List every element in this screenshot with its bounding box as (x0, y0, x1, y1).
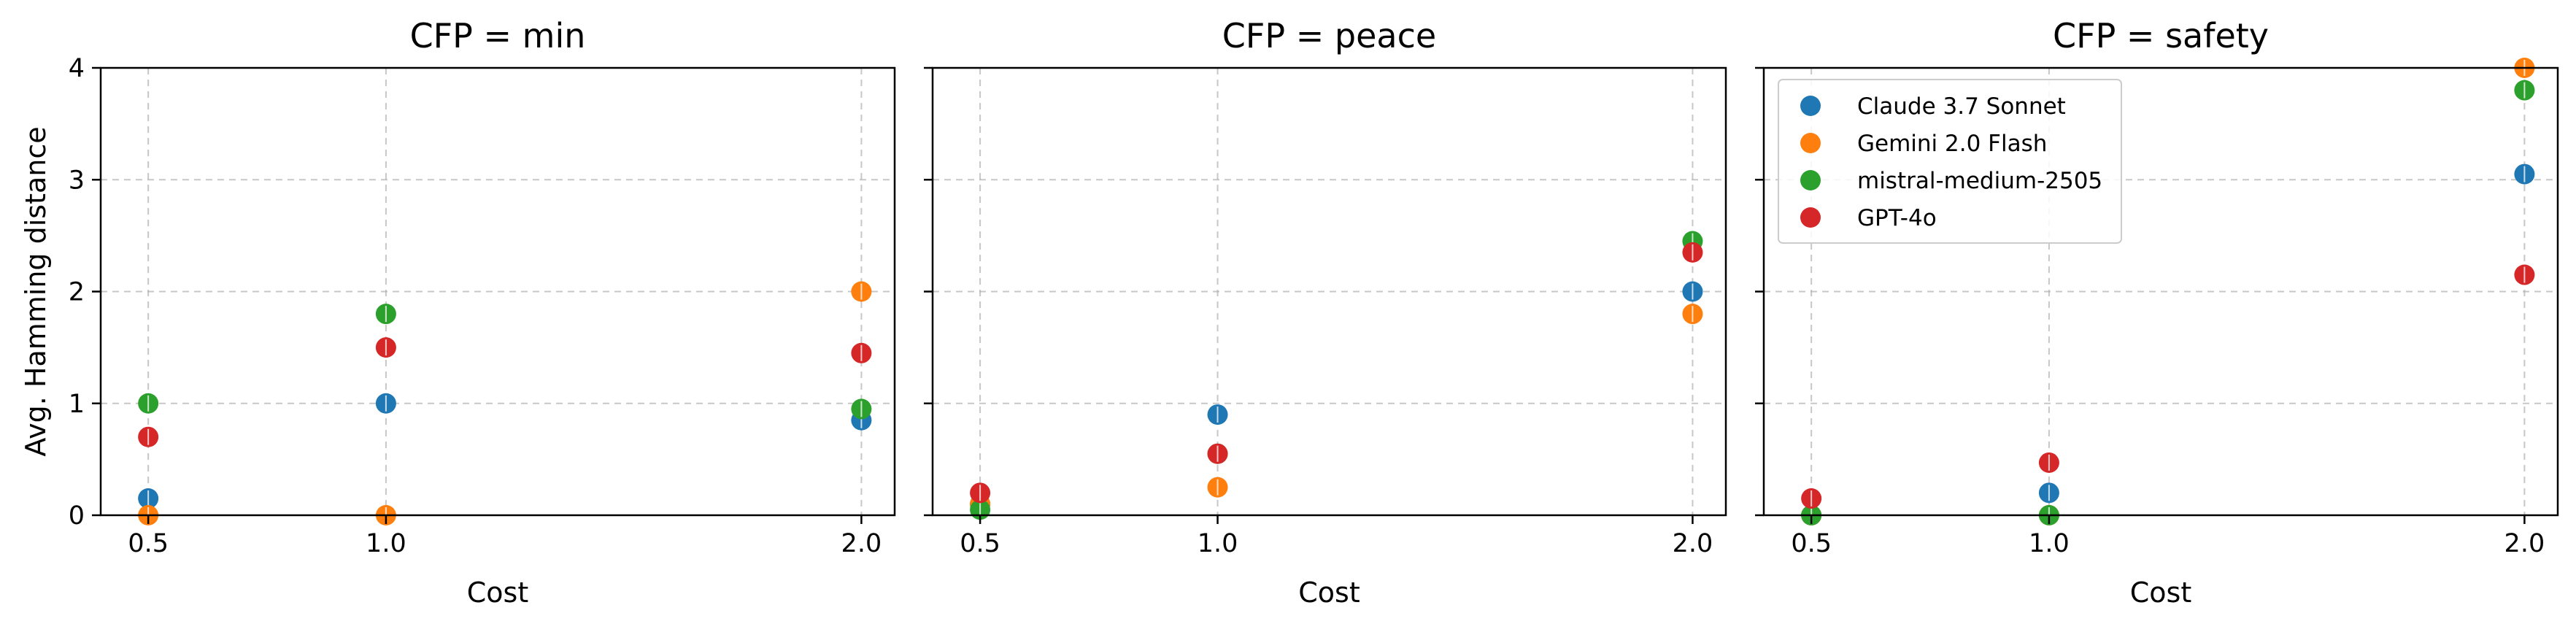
x-tick-label: 0.5 (128, 529, 169, 558)
y-tick-label: 2 (69, 278, 85, 307)
legend-label: GPT-4o (1857, 205, 1937, 231)
legend-box (1778, 79, 2122, 244)
legend-label: Gemini 2.0 Flash (1857, 131, 2047, 157)
legend: Claude 3.7 Sonnet Gemini 2.0 Flash mistral… (1778, 79, 2122, 244)
panel-title: CFP = safety (2053, 16, 2269, 55)
x-tick-label: 2.0 (2504, 529, 2545, 558)
x-axis-label: Cost (2130, 577, 2191, 609)
x-axis-label: Cost (1298, 577, 1360, 609)
panel-1: 0.5 1.0 2.0 0 1 2 3 4 CFP = min Cost (69, 16, 896, 609)
y-tick-label: 0 (69, 501, 85, 531)
y-tick-label: 4 (69, 54, 85, 83)
y-tick-label: 1 (69, 390, 85, 419)
x-tick-label: 0.5 (1791, 529, 1832, 558)
y-axis-label: Avg. Hamming distance (20, 126, 52, 456)
x-tick-label: 2.0 (841, 529, 882, 558)
x-axis-label: Cost (467, 577, 528, 609)
x-tick-label: 1.0 (1198, 529, 1238, 558)
legend-marker (1800, 170, 1821, 190)
panel-title: CFP = min (410, 16, 586, 55)
panel-title: CFP = peace (1222, 16, 1436, 55)
x-tick-label: 1.0 (366, 529, 406, 558)
legend-marker (1800, 96, 1821, 116)
x-tick-label: 2.0 (1673, 529, 1713, 558)
panel-2: 0.5 1.0 2.0 CFP = peace Cost (924, 16, 1727, 609)
legend-label: mistral-medium-2505 (1857, 168, 2102, 194)
panel-3: 0.5 1.0 2.0 CFP = safety Cost Claude 3.7 Sonn… (1755, 16, 2559, 609)
x-tick-label: 1.0 (2029, 529, 2070, 558)
y-tick-label: 3 (69, 166, 85, 195)
legend-label: Claude 3.7 Sonnet (1857, 93, 2066, 120)
legend-marker (1800, 133, 1821, 153)
legend-marker (1800, 207, 1821, 228)
x-tick-label: 0.5 (960, 529, 1000, 558)
